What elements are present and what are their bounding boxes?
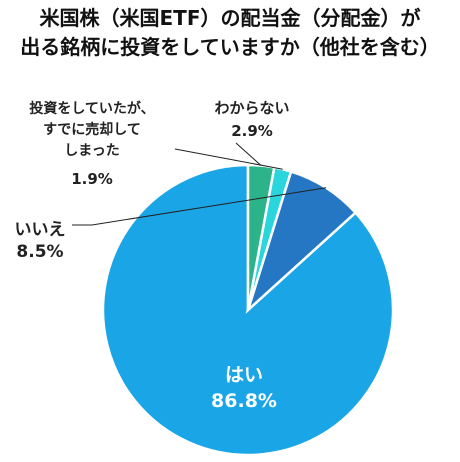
leader-line-3	[174, 148, 283, 170]
slice-label-3-line-3: しまった	[64, 143, 119, 159]
slice-label-4: わからない	[214, 99, 289, 117]
data-label-3: 1.9%	[71, 170, 113, 188]
chart-title: 米国株（米国ETF）の配当金（分配金）が 出る銘柄に投資をしていますか（他社を含…	[0, 4, 460, 62]
chart-title-line-2: 出る銘柄に投資をしていますか（他社を含む）	[20, 35, 440, 59]
data-label-4: 2.9%	[231, 122, 273, 140]
data-label-1: 86.8%	[211, 390, 277, 412]
leader-line-2	[72, 187, 327, 226]
slice-label-1: はい	[225, 364, 263, 386]
slice-label-3-line-1: 投資をしていたが、	[29, 100, 154, 117]
chart-title-line-1: 米国株（米国ETF）の配当金（分配金）が	[39, 6, 421, 30]
slice-label-3-line-2: すでに売却して	[43, 121, 141, 138]
data-label-2: 8.5%	[16, 242, 63, 262]
slice-label-2: いいえ	[15, 220, 66, 240]
leader-line-4	[235, 142, 262, 166]
